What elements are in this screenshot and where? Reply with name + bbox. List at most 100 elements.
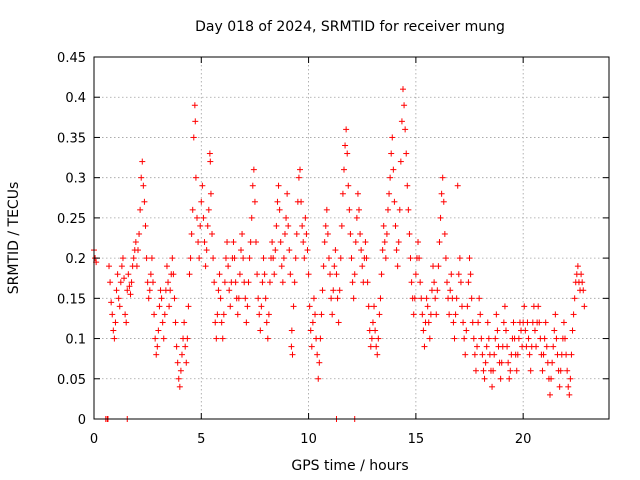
data-point <box>173 343 180 350</box>
data-point <box>411 295 418 302</box>
data-point <box>155 327 162 334</box>
data-point <box>152 335 159 342</box>
data-point <box>227 303 234 310</box>
data-point <box>480 367 487 374</box>
data-point <box>278 263 285 270</box>
data-point <box>390 166 397 173</box>
data-point <box>521 303 528 310</box>
data-point <box>451 335 458 342</box>
data-point <box>523 343 530 350</box>
data-point <box>448 271 455 278</box>
data-point <box>249 182 256 189</box>
data-point <box>153 351 160 358</box>
data-point <box>462 351 469 358</box>
data-point <box>447 287 454 294</box>
data-point <box>395 239 402 246</box>
data-point <box>200 214 207 221</box>
data-point <box>212 319 219 326</box>
data-point <box>506 375 513 382</box>
data-point <box>319 287 326 294</box>
data-point <box>292 255 299 262</box>
data-point <box>533 343 540 350</box>
data-point <box>221 279 228 286</box>
data-point <box>263 319 270 326</box>
data-point <box>290 303 297 310</box>
data-point <box>416 255 423 262</box>
data-point <box>483 343 490 350</box>
data-point <box>188 230 195 237</box>
data-point <box>239 230 246 237</box>
data-point <box>137 206 144 213</box>
data-point <box>187 255 194 262</box>
data-point <box>541 335 548 342</box>
data-point <box>184 335 191 342</box>
data-point <box>328 295 335 302</box>
data-point <box>133 263 140 270</box>
data-point <box>579 279 586 286</box>
chart-title: Day 018 of 2024, SRMTID for receiver mun… <box>195 19 505 35</box>
data-point <box>271 271 278 278</box>
data-point <box>144 279 151 286</box>
data-point <box>181 319 188 326</box>
data-point <box>408 279 415 286</box>
data-point <box>325 255 332 262</box>
data-point <box>225 263 232 270</box>
data-point <box>281 230 288 237</box>
data-point <box>172 319 179 326</box>
data-point <box>331 263 338 270</box>
data-point <box>432 295 439 302</box>
data-point <box>349 279 356 286</box>
data-point <box>540 351 547 358</box>
data-point <box>283 214 290 221</box>
data-point <box>389 134 396 141</box>
data-point <box>205 206 212 213</box>
data-point <box>564 367 571 374</box>
y-tick-label: 0 <box>78 413 86 428</box>
data-point <box>275 182 282 189</box>
data-point <box>284 190 291 197</box>
data-point <box>302 214 309 221</box>
data-point <box>250 166 257 173</box>
data-point <box>124 287 131 294</box>
data-point <box>535 303 542 310</box>
data-point <box>402 126 409 133</box>
data-point <box>321 239 328 246</box>
data-point <box>456 255 463 262</box>
data-point <box>243 319 250 326</box>
data-point <box>557 367 564 374</box>
data-point <box>489 383 496 390</box>
data-point <box>327 271 334 278</box>
data-point <box>510 319 517 326</box>
y-tick-label: 0.45 <box>57 51 86 66</box>
data-point <box>286 247 293 254</box>
data-point <box>165 279 172 286</box>
data-point <box>454 182 461 189</box>
data-point <box>204 222 211 229</box>
data-point <box>490 367 497 374</box>
data-point <box>309 319 316 326</box>
data-point <box>371 303 378 310</box>
plot-frame <box>93 56 610 420</box>
data-point <box>183 359 190 366</box>
y-tick-label: 0.35 <box>57 131 86 146</box>
data-point <box>514 351 521 358</box>
data-point <box>479 351 486 358</box>
data-point <box>213 335 220 342</box>
data-point <box>367 343 374 350</box>
data-point <box>197 222 204 229</box>
data-point <box>452 311 459 318</box>
data-point <box>481 375 488 382</box>
data-point <box>441 230 448 237</box>
data-point <box>293 230 300 237</box>
data-point <box>211 279 218 286</box>
data-point <box>112 319 119 326</box>
data-point <box>428 287 435 294</box>
data-point <box>566 391 573 398</box>
data-point <box>377 295 384 302</box>
data-point <box>312 311 319 318</box>
data-point <box>231 255 238 262</box>
data-point <box>126 283 133 290</box>
data-point <box>259 279 266 286</box>
data-point <box>492 335 499 342</box>
data-point <box>297 166 303 173</box>
